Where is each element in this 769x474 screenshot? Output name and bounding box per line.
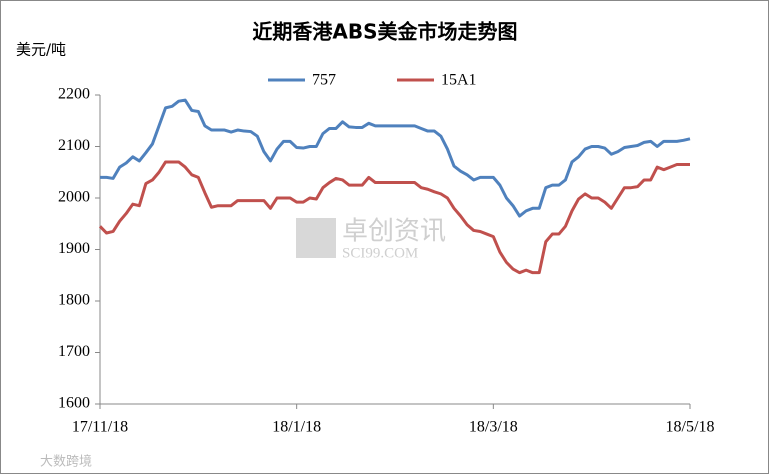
watermark-logo (296, 218, 336, 258)
y-axis-label: 美元/吨 (16, 41, 66, 59)
series-line (100, 98, 691, 218)
y-tick-label: 1900 (58, 240, 90, 257)
y-tick-label: 2100 (58, 137, 90, 154)
x-tick-label: 18/3/18 (469, 419, 518, 436)
watermark-text: 卓创资讯 (342, 217, 446, 247)
legend-label: 757 (312, 72, 336, 89)
x-tick-label: 17/11/18 (72, 419, 128, 436)
legend-label: 15A1 (441, 72, 477, 89)
y-tick-label: 2000 (58, 189, 90, 206)
x-tick-label: 18/1/18 (272, 419, 321, 436)
y-tick-label: 1700 (58, 343, 90, 360)
y-tick-label: 1600 (58, 395, 90, 412)
y-tick-label: 1800 (58, 292, 90, 309)
y-tick-label: 2200 (58, 86, 90, 103)
corner-watermark: 大数跨境 (40, 455, 92, 470)
watermark-site: SCI99.COM (342, 245, 418, 261)
chart-title: 近期香港ABS美金市场走势图 (252, 20, 517, 44)
x-tick-label: 18/5/18 (666, 419, 715, 436)
series-line (98, 160, 690, 275)
